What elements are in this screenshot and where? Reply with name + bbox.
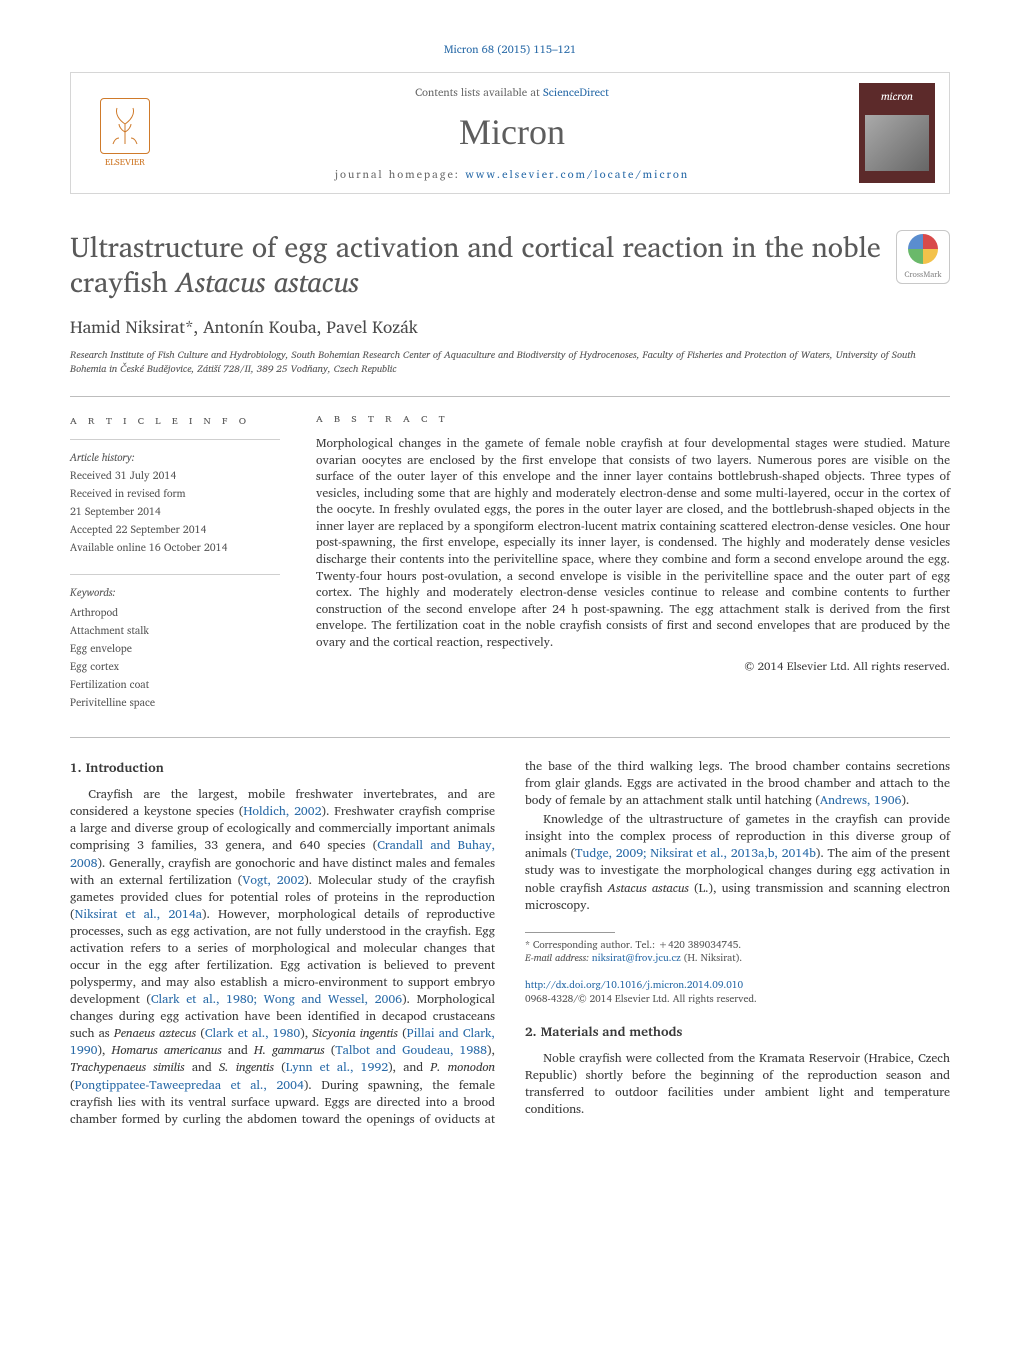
- article-title: Ultrastructure of egg activation and cor…: [70, 230, 882, 300]
- email-link[interactable]: niksirat@frov.jcu.cz: [592, 950, 681, 966]
- elsevier-tree-icon: [100, 98, 150, 154]
- journal-name: Micron: [179, 111, 845, 153]
- crossmark-label: CrossMark: [904, 267, 941, 281]
- email-suffix: (H. Niksirat).: [681, 950, 742, 966]
- keyword: Fertilization coat: [70, 675, 149, 693]
- keywords-block: Keywords: Arthropod Attachment stalk Egg…: [70, 583, 280, 711]
- intro-para-2: Knowledge of the ultrastructure of gamet…: [525, 811, 950, 913]
- footnote-rule: [525, 932, 615, 933]
- divider: [70, 737, 950, 738]
- keyword: Egg envelope: [70, 639, 132, 657]
- keyword: Perivitelline space: [70, 693, 155, 711]
- keyword: Attachment stalk: [70, 621, 149, 639]
- text-run: ).: [901, 790, 909, 810]
- abstract-text: Morphological changes in the gamete of f…: [316, 436, 950, 651]
- footnotes: * Corresponding author. Tel.: +420 38903…: [525, 939, 950, 966]
- sciencedirect-link[interactable]: ScienceDirect: [543, 83, 609, 101]
- contents-prefix: Contents lists available at: [415, 83, 543, 101]
- abstract-col: a b s t r a c t Morphological changes in…: [316, 411, 950, 729]
- journal-cover-thumb: micron: [859, 83, 935, 183]
- header-center: Contents lists available at ScienceDirec…: [179, 83, 845, 183]
- homepage-line: journal homepage: www.elsevier.com/locat…: [179, 165, 845, 183]
- history-line: Accepted 22 September 2014: [70, 520, 206, 538]
- publisher-name: ELSEVIER: [105, 154, 145, 169]
- cover-title: micron: [881, 87, 913, 105]
- history-line: Received in revised form: [70, 484, 186, 502]
- email-line: E-mail address: niksirat@frov.jcu.cz (H.…: [525, 952, 950, 966]
- article-history: Article history: Received 31 July 2014 R…: [70, 448, 280, 556]
- affiliation: Research Institute of Fish Culture and H…: [70, 349, 950, 376]
- doi-block: http://dx.doi.org/10.1016/j.micron.2014.…: [525, 978, 950, 1006]
- history-line: Available online 16 October 2014: [70, 538, 227, 556]
- homepage-prefix: journal homepage:: [335, 165, 465, 183]
- author-list: Hamid Niksirat*, Antonín Kouba, Pavel Ko…: [70, 314, 950, 341]
- citation-link[interactable]: Andrews, 1906: [820, 790, 902, 810]
- cover-image-icon: [865, 115, 929, 171]
- crossmark-badge[interactable]: CrossMark: [896, 230, 950, 284]
- contents-line: Contents lists available at ScienceDirec…: [179, 83, 845, 101]
- abstract-copyright: © 2014 Elsevier Ltd. All rights reserved…: [316, 659, 950, 675]
- abstract-heading: a b s t r a c t: [316, 411, 950, 426]
- keywords-title: Keywords:: [70, 583, 280, 601]
- crossmark-icon: [908, 234, 938, 264]
- homepage-link[interactable]: www.elsevier.com/locate/micron: [465, 165, 689, 183]
- article-info-heading: a r t i c l e i n f o: [70, 411, 280, 429]
- article-info-col: a r t i c l e i n f o Article history: R…: [70, 411, 280, 729]
- keyword: Arthropod: [70, 603, 118, 621]
- top-citation: Micron 68 (2015) 115–121: [70, 40, 950, 58]
- history-line: 21 September 2014: [70, 502, 161, 520]
- history-line: Received 31 July 2014: [70, 466, 176, 484]
- intro-heading: 1. Introduction: [70, 758, 495, 776]
- species-name: Astacus astacus: [608, 878, 689, 898]
- keyword: Egg cortex: [70, 657, 119, 675]
- history-title: Article history:: [70, 448, 135, 466]
- issn-line: 0968-4328/© 2014 Elsevier Ltd. All right…: [525, 991, 757, 1007]
- divider: [70, 396, 950, 397]
- body-columns: 1. Introduction Crayfish are the largest…: [70, 758, 950, 1128]
- journal-header: ELSEVIER Contents lists available at Sci…: [70, 72, 950, 194]
- methods-heading: 2. Materials and methods: [525, 1022, 950, 1040]
- elsevier-logo: ELSEVIER: [85, 90, 165, 176]
- email-label: E-mail address:: [525, 950, 592, 966]
- methods-para: Noble crayfish were collected from the K…: [525, 1050, 950, 1118]
